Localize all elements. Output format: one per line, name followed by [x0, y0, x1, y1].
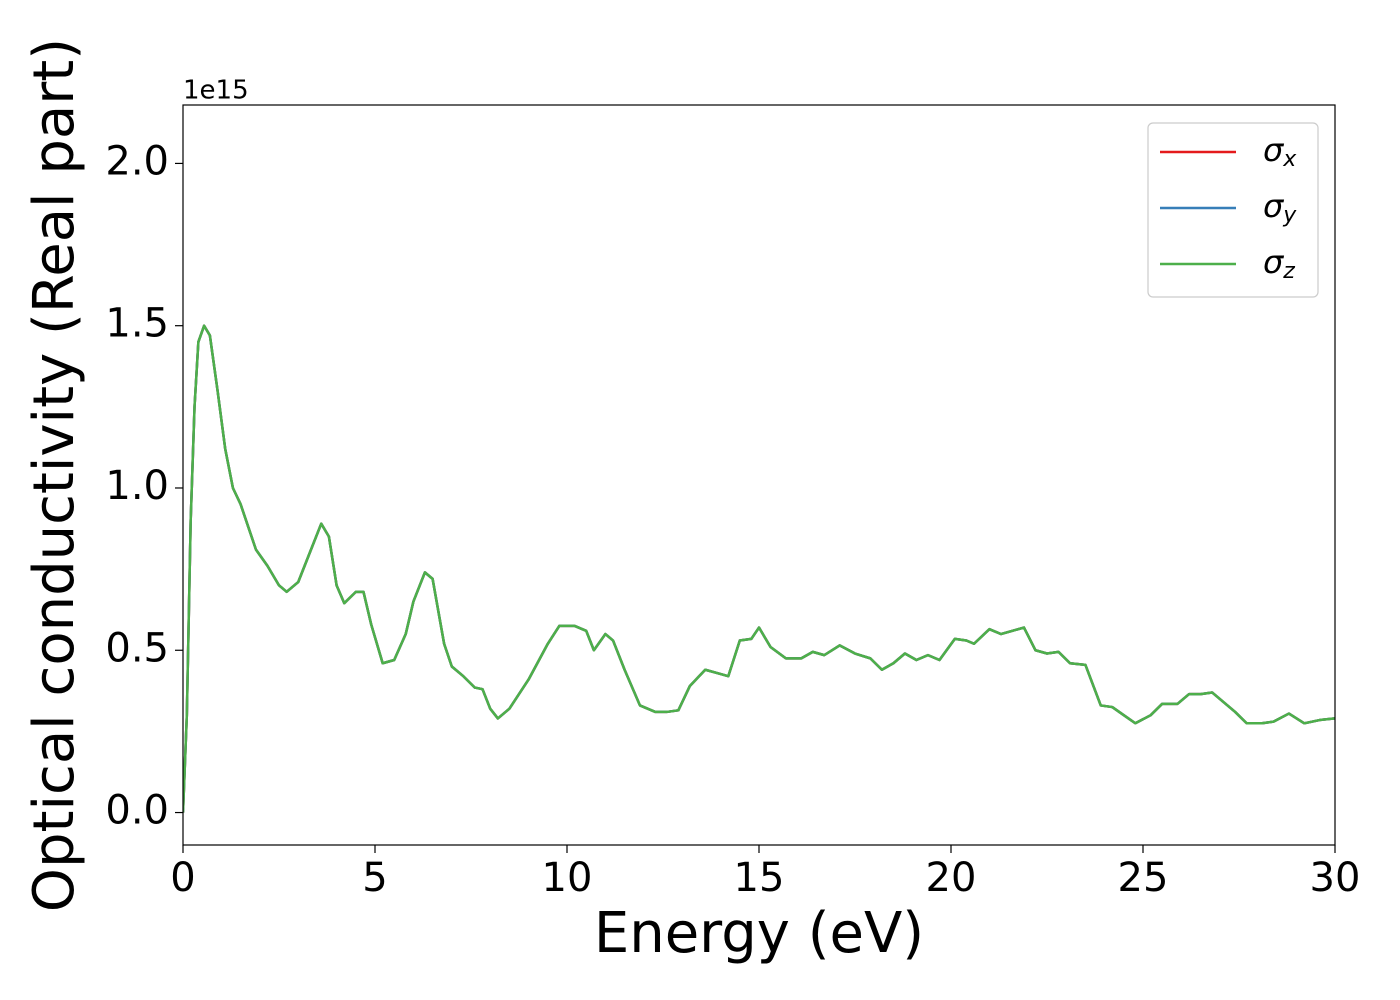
x-tick-label: 20 — [926, 855, 977, 901]
x-tick-label: 5 — [362, 855, 387, 901]
legend-label: σx — [1263, 131, 1297, 172]
y-tick-label: 0.0 — [105, 788, 169, 834]
legend-label: σz — [1263, 243, 1295, 284]
x-tick-label: 25 — [1118, 855, 1169, 901]
x-tick-label: 30 — [1310, 855, 1361, 901]
y-tick-label: 1.0 — [105, 463, 169, 509]
y-axis-label: Optical conductivity (Real part) — [22, 38, 87, 912]
y-offset-label: 1e15 — [183, 76, 249, 106]
x-axis-label: Energy (eV) — [594, 901, 924, 966]
plot-frame — [182, 104, 1336, 846]
line-series — [183, 324, 1335, 813]
y-tick-label: 0.5 — [105, 625, 169, 671]
x-tick-label: 0 — [170, 855, 195, 901]
y-tick-label: 1.5 — [105, 301, 169, 347]
x-tick-label: 15 — [734, 855, 785, 901]
legend-box — [1147, 122, 1319, 298]
y-tick-label: 2.0 — [105, 138, 169, 184]
legend-label: σy — [1263, 187, 1297, 228]
x-tick-label: 10 — [542, 855, 593, 901]
line-series — [183, 324, 1335, 813]
line-series — [183, 324, 1335, 813]
